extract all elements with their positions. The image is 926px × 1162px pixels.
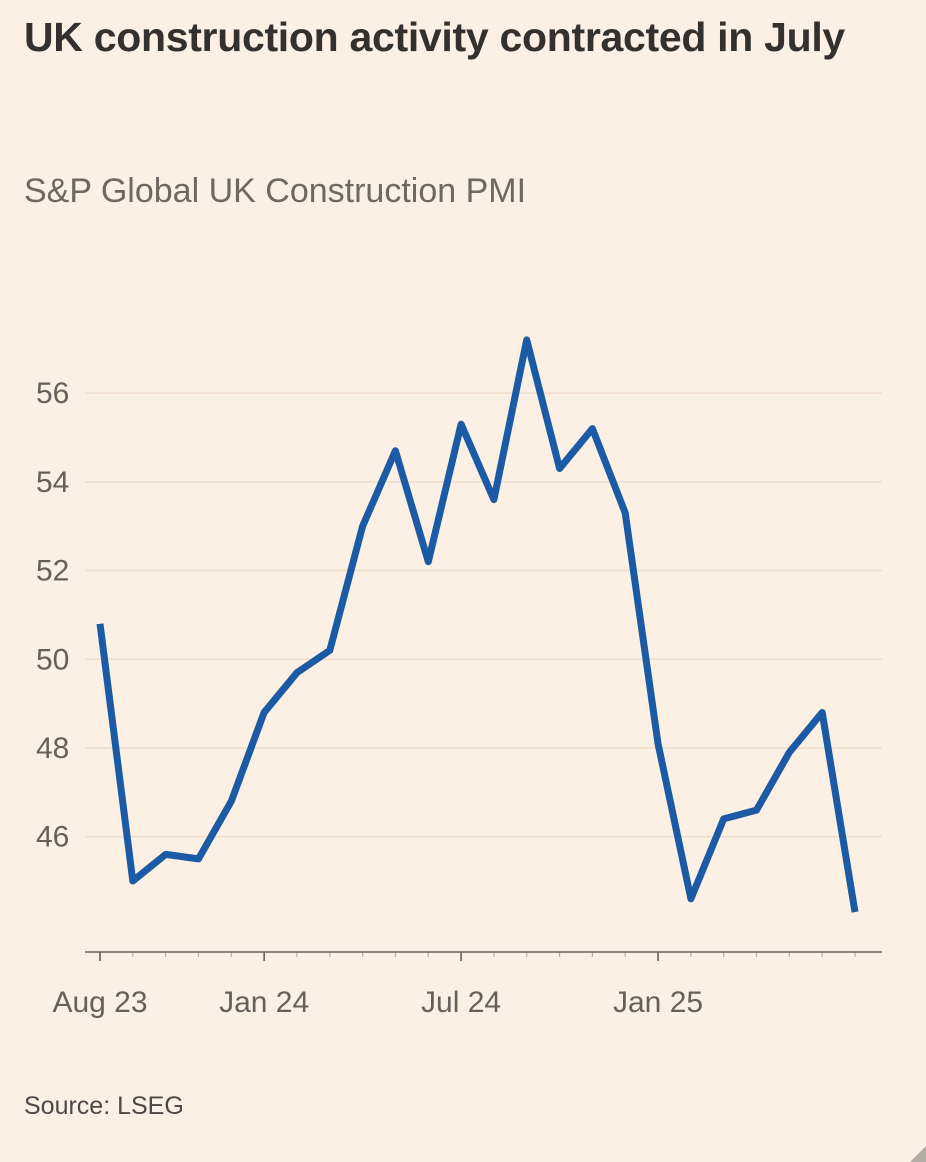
y-tick-label-50: 50 [36, 643, 69, 676]
chart-subtitle: S&P Global UK Construction PMI [24, 172, 527, 210]
x-tick-label-aug-23: Aug 23 [52, 986, 147, 1019]
y-tick-label-52: 52 [36, 555, 69, 588]
y-tick-label-48: 48 [36, 732, 69, 765]
y-tick-label-56: 56 [36, 377, 69, 410]
x-tick-label-jan-24: Jan 24 [219, 986, 309, 1019]
y-tick-label-46: 46 [36, 821, 69, 854]
pmi-data-line [96, 336, 859, 913]
y-tick-label-54: 54 [36, 466, 69, 499]
chart-title: UK construction activity contracted in J… [24, 14, 845, 60]
x-tick-label-jan-25: Jan 25 [613, 986, 703, 1019]
x-tick-label-jul-24: Jul 24 [421, 986, 501, 1019]
resize-corner-icon[interactable] [910, 1146, 926, 1162]
source-label: Source: LSEG [24, 1092, 184, 1120]
